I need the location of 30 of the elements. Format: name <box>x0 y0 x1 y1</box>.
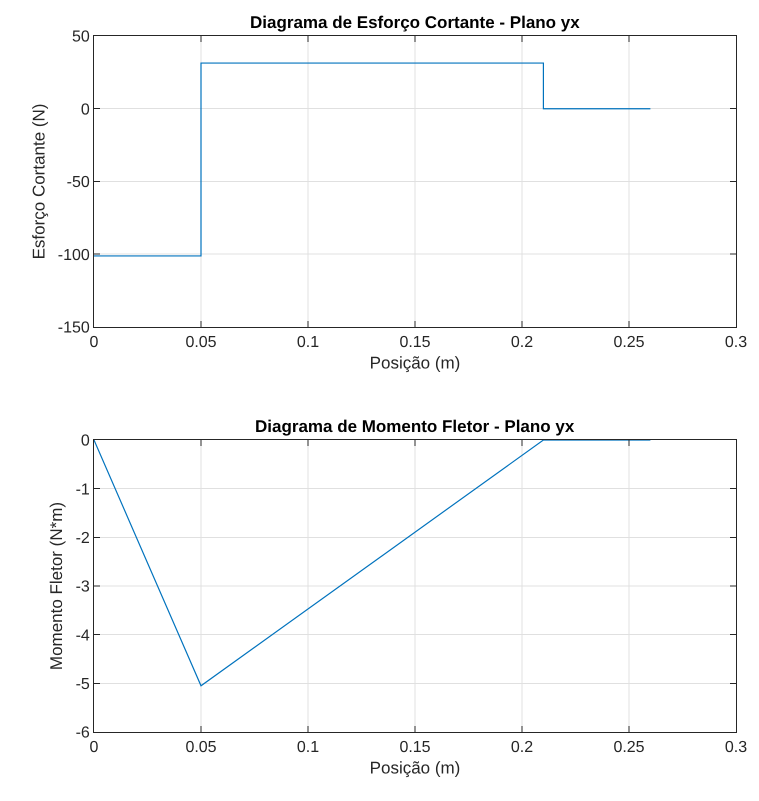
y-axis-title: Esforço Cortante (N) <box>29 104 48 260</box>
y-tick-label: -4 <box>76 627 90 644</box>
x-tick-label: 0.15 <box>399 739 431 756</box>
y-tick-label: -150 <box>58 320 90 337</box>
y-tick-label: -100 <box>58 246 90 264</box>
y-tick-label: -2 <box>76 530 90 547</box>
y-tick-label: -1 <box>76 481 90 498</box>
y-tick-label: 0 <box>80 101 90 118</box>
x-tick-label: 0.3 <box>724 739 748 756</box>
x-axis-title: Posição (m) <box>370 354 460 373</box>
x-tick-label: 0.25 <box>613 739 645 756</box>
y-tick-label: -5 <box>76 676 90 693</box>
x-tick-label: 0.1 <box>296 334 320 352</box>
x-axis-title: Posição (m) <box>370 758 460 778</box>
y-tick-label: 0 <box>80 432 90 450</box>
x-tick-label: 0.15 <box>399 334 431 352</box>
chart-title: Diagrama de Esforço Cortante - Plano yx <box>250 13 580 32</box>
x-tick-label: 0.3 <box>724 334 748 352</box>
x-tick-label: 0.2 <box>510 739 534 756</box>
chart-title: Diagrama de Momento Fletor - Plano yx <box>255 417 575 436</box>
x-tick-label: 0.05 <box>185 334 217 352</box>
x-tick-label: 0.1 <box>296 739 320 756</box>
x-tick-label: 0.25 <box>613 334 645 352</box>
y-tick-label: -3 <box>76 578 90 596</box>
x-tick-label: 0.2 <box>510 334 534 352</box>
y-axis-title: Momento Fletor (N*m) <box>47 502 66 670</box>
y-tick-label: -6 <box>76 724 90 742</box>
y-tick-label: 50 <box>72 28 90 46</box>
y-tick-label: -50 <box>66 174 90 192</box>
x-tick-label: 0.05 <box>185 739 217 756</box>
